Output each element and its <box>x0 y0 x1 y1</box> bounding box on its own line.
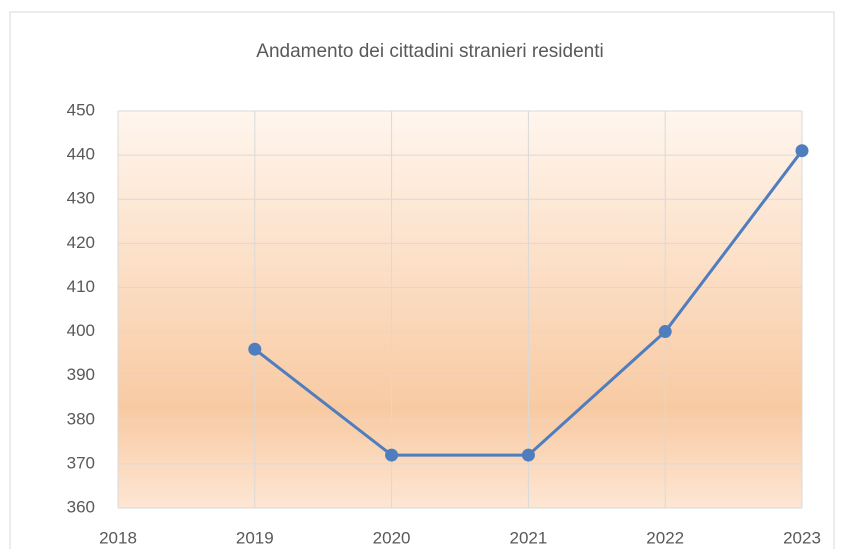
x-tick-label: 2021 <box>509 528 547 547</box>
x-tick-label: 2020 <box>373 528 411 547</box>
x-tick-label: 2019 <box>236 528 274 547</box>
marker <box>248 342 262 356</box>
marker <box>658 325 672 339</box>
y-tick-label: 420 <box>67 233 95 252</box>
x-tick-label: 2022 <box>646 528 684 547</box>
y-tick-label: 380 <box>67 409 95 428</box>
x-tick-label: 2018 <box>99 528 137 547</box>
plot-area <box>118 111 802 508</box>
x-tick-label: 2023 <box>783 528 821 547</box>
y-tick-label: 390 <box>67 365 95 384</box>
y-tick-label: 440 <box>67 145 95 164</box>
marker <box>521 448 535 462</box>
y-tick-label: 370 <box>67 453 95 472</box>
y-tick-label: 430 <box>67 189 95 208</box>
marker <box>795 144 809 158</box>
chart-border <box>9 11 835 549</box>
y-tick-label: 410 <box>67 277 95 296</box>
marker <box>385 448 399 462</box>
y-tick-label: 450 <box>67 100 95 119</box>
y-tick-label: 360 <box>67 497 95 516</box>
y-tick-label: 400 <box>67 321 95 340</box>
chart-title: Andamento dei cittadini stranieri reside… <box>256 41 603 62</box>
